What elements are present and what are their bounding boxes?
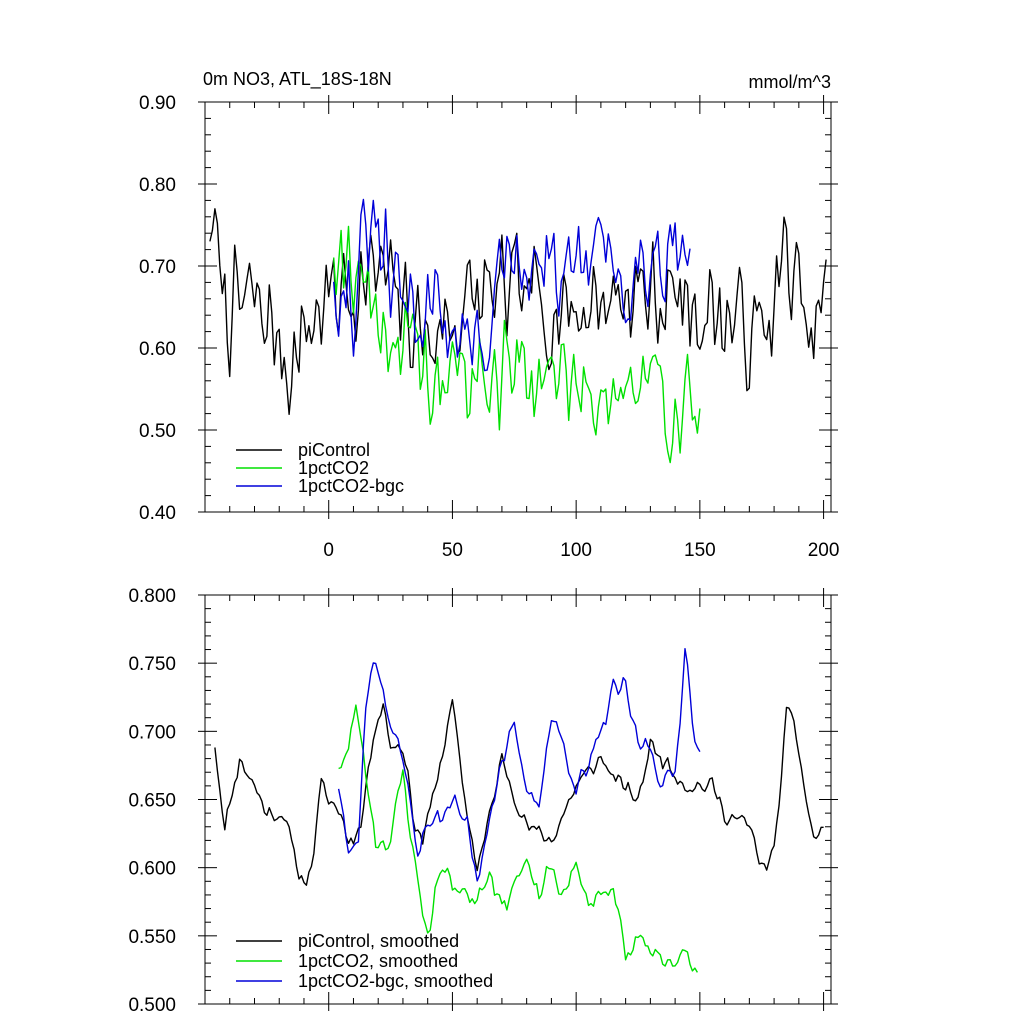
bottom-y-tick-label: 0.700 — [128, 722, 176, 743]
top-y-tick-label: 0.60 — [139, 339, 176, 360]
top-panel: 0.40 0.50 0.60 0.70 0.80 0.90 0 50 100 150 200 piCo… — [139, 93, 839, 561]
bottom-y-tick-label: 0.550 — [128, 927, 176, 948]
bottom-panel: 0.500 0.550 0.600 0.650 0.700 0.750 0.800 piCon… — [128, 586, 838, 1016]
top-legend-label-1: 1pctCO2 — [298, 458, 369, 478]
top-series-line-1 — [333, 225, 701, 464]
top-series-line-2 — [333, 198, 691, 372]
top-y-tick-label: 0.80 — [139, 175, 176, 196]
bottom-legend-label-0: piControl, smoothed — [298, 931, 459, 951]
top-x-tick-label: 150 — [684, 540, 716, 561]
top-y-tick-label: 0.70 — [139, 257, 176, 278]
bottom-y-tick-label: 0.750 — [128, 654, 176, 675]
top-x-tick-label: 0 — [323, 540, 334, 561]
bottom-series-line-2 — [337, 648, 701, 882]
top-plot-frame — [204, 101, 832, 513]
bottom-legend-label-1: 1pctCO2, smoothed — [298, 951, 458, 971]
bottom-y-tick-label: 0.800 — [128, 586, 176, 607]
top-y-tick-label: 0.50 — [139, 421, 176, 442]
bottom-series-line-0 — [214, 699, 824, 886]
bottom-y-tick-label: 0.500 — [128, 995, 176, 1016]
bottom-legend-label-2: 1pctCO2-bgc, smoothed — [298, 971, 493, 991]
units-label: mmol/m^3 — [749, 72, 831, 92]
top-x-tick-label: 100 — [560, 540, 592, 561]
bottom-y-tick-label: 0.600 — [128, 859, 176, 880]
top-x-tick-label: 50 — [442, 540, 463, 561]
top-legend-label-2: 1pctCO2-bgc — [298, 476, 404, 496]
top-y-tick-label: 0.90 — [139, 93, 176, 114]
bottom-y-tick-label: 0.650 — [128, 791, 176, 812]
top-y-tick-label: 0.40 — [139, 503, 176, 524]
top-legend-label-0: piControl — [298, 440, 370, 460]
top-x-tick-label: 200 — [808, 540, 840, 561]
bottom-series-line-1 — [338, 704, 699, 973]
top-series-line-0 — [209, 208, 827, 415]
chart-title: 0m NO3, ATL_18S-18N — [203, 69, 392, 90]
